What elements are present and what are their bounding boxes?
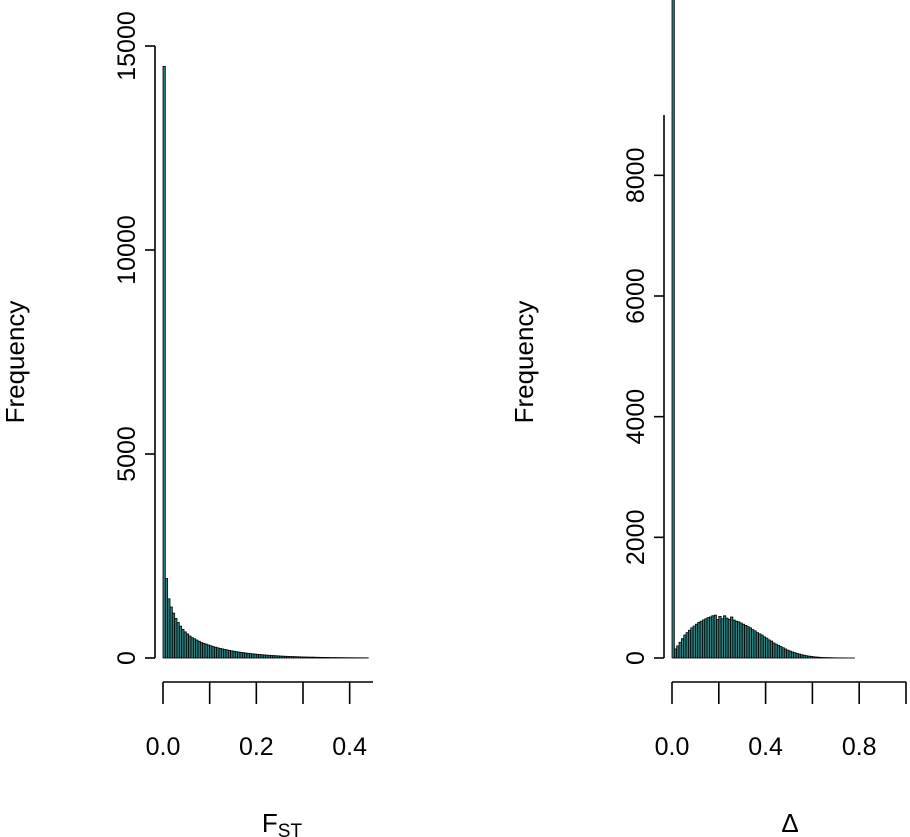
delta-y-tick-label: 6000 [622,268,650,324]
delta-y-axis-title: Frequency [509,301,539,424]
fst-histogram-panel: 0 5000 10000 15000 0.0 0.2 0.4 Frequency FST [0,11,373,837]
delta-x-axis-ticks: 0.0 0.4 0.8 [655,682,907,761]
fst-y-tick-label: 15000 [113,11,141,81]
fst-x-tick-label: 0.0 [146,733,181,761]
fst-x-axis-ticks: 0.0 0.2 0.4 [146,682,367,761]
fst-bars [162,66,369,659]
delta-y-axis-ticks: 0 2000 4000 6000 8000 [622,148,664,665]
delta-histogram-panel: 0 2000 4000 6000 8000 0.0 0.4 0.8 Frequency Δ [509,0,907,837]
fst-y-tick-label: 10000 [113,215,141,285]
fst-y-tick-label: 5000 [113,426,141,482]
delta-y-tick-label: 2000 [622,510,650,566]
delta-bars [671,0,855,659]
delta-bar [671,0,675,659]
fst-x-tick-label: 0.4 [332,733,367,761]
delta-x-tick-label: 0.8 [842,733,877,761]
delta-y-tick-label: 4000 [622,389,650,445]
fst-y-tick-label: 0 [113,651,141,665]
delta-y-tick-label: 0 [622,651,650,665]
fst-y-axis-ticks: 0 5000 10000 15000 [113,11,155,665]
fst-bar [162,66,166,659]
delta-x-tick-label: 0.0 [655,733,690,761]
delta-x-tick-label: 0.4 [748,733,783,761]
fst-x-axis-title: FST [262,808,303,837]
delta-x-axis-title: Δ [781,808,798,837]
fst-x-tick-label: 0.2 [239,733,274,761]
delta-y-tick-label: 8000 [622,148,650,204]
fst-y-axis-title: Frequency [0,301,30,424]
